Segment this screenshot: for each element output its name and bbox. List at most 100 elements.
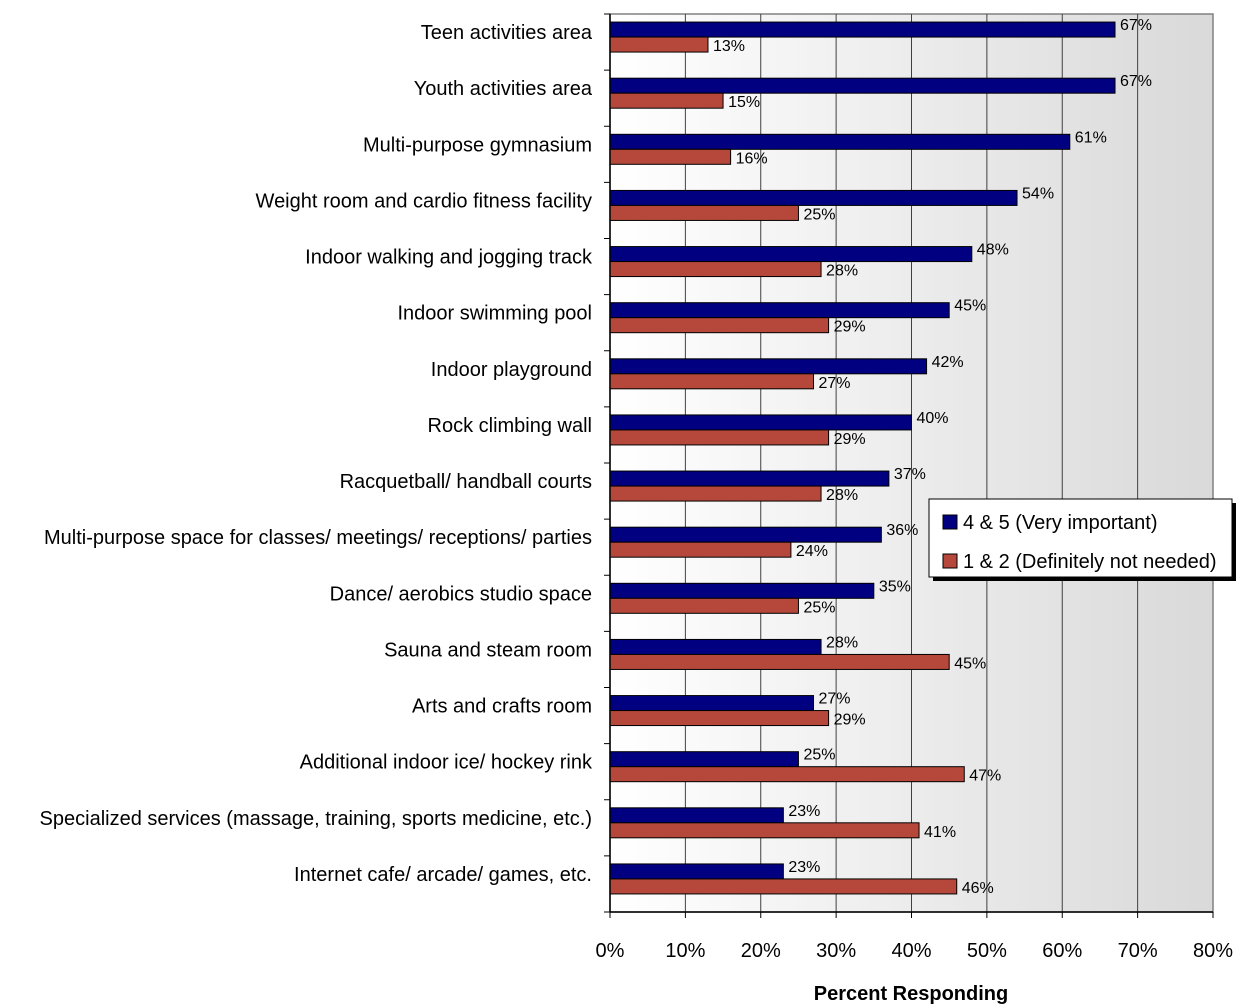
data-label-not-needed: 16% [736, 150, 768, 167]
bar-very-important [609, 470, 890, 487]
x-tick-label: 10% [665, 940, 705, 962]
category-label: Teen activities area [421, 22, 593, 44]
category-label: Multi-purpose gymnasium [363, 134, 592, 156]
bar-not-needed [609, 261, 822, 278]
bar-very-important [609, 751, 799, 768]
bar-very-important [609, 582, 875, 599]
category-label: Multi-purpose space for classes/ meeting… [44, 527, 592, 549]
bar-very-important [609, 133, 1071, 150]
bar-not-needed [609, 36, 709, 53]
x-tick-label: 80% [1193, 940, 1233, 962]
legend-label-not-needed: 1 & 2 (Definitely not needed) [963, 551, 1217, 573]
category-label: Racquetball/ handball courts [340, 471, 592, 493]
category-label: Rock climbing wall [428, 415, 593, 437]
bar-not-needed [609, 878, 958, 895]
legend-label-very-important: 4 & 5 (Very important) [963, 512, 1158, 534]
bar-not-needed [609, 597, 799, 614]
bar-very-important [609, 358, 928, 375]
x-axis-title: Percent Responding [814, 983, 1008, 1005]
bar-not-needed [609, 653, 950, 670]
data-label-not-needed: 25% [803, 206, 835, 223]
data-label-very-important: 67% [1120, 73, 1152, 90]
category-label: Sauna and steam room [384, 639, 592, 661]
data-label-very-important: 45% [954, 298, 986, 315]
category-labels: Teen activities area Youth activities are… [40, 22, 593, 886]
bar-very-important [609, 638, 822, 655]
bar-very-important [609, 526, 882, 543]
data-label-not-needed: 27% [819, 375, 851, 392]
bar-very-important [609, 302, 950, 319]
bar-not-needed [609, 204, 799, 221]
bar-not-needed [609, 710, 830, 727]
data-label-very-important: 27% [819, 691, 851, 708]
x-axis-ticks: 0% 10% 20% 30% 40% 50% 60% 70% 80% [596, 13, 1233, 962]
category-label: Indoor playground [431, 359, 592, 381]
bar-not-needed [609, 485, 822, 502]
legend-swatch-not-needed [942, 553, 958, 569]
bars: 67% 13% 67% 15% 61% 16% 54% 25% 48% 28% 45% 29% 42% 2… [609, 17, 1152, 897]
x-tick-label: 40% [891, 940, 931, 962]
data-label-not-needed: 15% [728, 94, 760, 111]
category-label: Arts and crafts room [412, 696, 592, 718]
data-label-not-needed: 47% [969, 768, 1001, 785]
x-tick-label: 20% [741, 940, 781, 962]
data-label-not-needed: 29% [834, 431, 866, 448]
data-label-not-needed: 46% [962, 880, 994, 897]
data-label-very-important: 28% [826, 634, 858, 651]
data-label-not-needed: 29% [834, 712, 866, 729]
bar-not-needed [609, 541, 792, 558]
bar-not-needed [609, 92, 724, 109]
bar-very-important [609, 863, 784, 880]
category-label: Dance/ aerobics studio space [330, 583, 592, 605]
bar-very-important [609, 21, 1116, 38]
data-label-very-important: 61% [1075, 129, 1107, 146]
data-label-very-important: 25% [803, 747, 835, 764]
data-label-very-important: 67% [1120, 17, 1152, 34]
category-label: Additional indoor ice/ hockey rink [300, 752, 593, 774]
data-label-very-important: 23% [788, 803, 820, 820]
x-tick-label: 30% [816, 940, 856, 962]
data-label-very-important: 36% [886, 522, 918, 539]
data-label-not-needed: 45% [954, 655, 986, 672]
data-label-not-needed: 25% [803, 599, 835, 616]
category-label: Youth activities area [414, 78, 593, 100]
category-label: Indoor swimming pool [397, 303, 592, 325]
bar-very-important [609, 189, 1018, 206]
data-label-not-needed: 28% [826, 263, 858, 280]
x-tick-label: 50% [967, 940, 1007, 962]
data-label-not-needed: 29% [834, 319, 866, 336]
bar-not-needed [609, 822, 920, 839]
data-label-not-needed: 13% [713, 38, 745, 55]
data-label-very-important: 40% [917, 410, 949, 427]
x-tick-label: 0% [596, 940, 625, 962]
data-label-very-important: 48% [977, 242, 1009, 259]
category-label: Weight room and cardio fitness facility [256, 190, 592, 212]
data-label-very-important: 37% [894, 466, 926, 483]
category-label: Indoor walking and jogging track [305, 247, 593, 269]
x-tick-label: 70% [1118, 940, 1158, 962]
bar-very-important [609, 246, 973, 263]
x-tick-label: 60% [1042, 940, 1082, 962]
bar-not-needed [609, 766, 965, 783]
category-label: Specialized services (massage, training,… [40, 808, 592, 830]
legend: 4 & 5 (Very important) 1 & 2 (Definitely… [928, 498, 1236, 581]
data-label-very-important: 35% [879, 578, 911, 595]
data-label-very-important: 54% [1022, 185, 1054, 202]
bar-very-important [609, 414, 912, 431]
data-label-very-important: 23% [788, 859, 820, 876]
legend-swatch-very-important [942, 514, 958, 530]
bar-not-needed [609, 373, 815, 390]
data-label-very-important: 42% [932, 354, 964, 371]
bar-very-important [609, 807, 784, 824]
category-label: Internet cafe/ arcade/ games, etc. [294, 864, 592, 886]
data-label-not-needed: 41% [924, 824, 956, 841]
bar-not-needed [609, 317, 830, 334]
data-label-not-needed: 28% [826, 487, 858, 504]
legend-box [928, 498, 1233, 578]
bar-very-important [609, 695, 815, 712]
bar-very-important [609, 77, 1116, 94]
data-label-not-needed: 24% [796, 543, 828, 560]
bar-not-needed [609, 148, 732, 165]
bar-not-needed [609, 429, 830, 446]
